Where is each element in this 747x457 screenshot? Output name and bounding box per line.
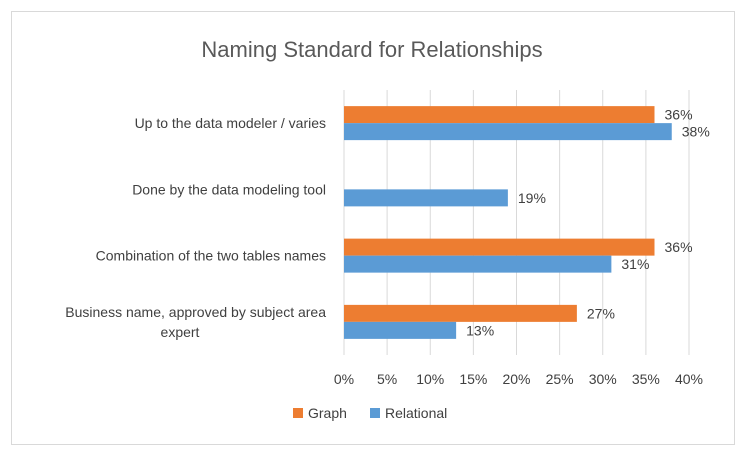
x-tick-label: 5% [377,371,397,387]
x-tick-label: 35% [632,371,660,387]
data-label: 19% [518,190,546,206]
category-label: expert [161,324,200,340]
x-tick-label: 20% [502,371,530,387]
x-tick-label: 15% [459,371,487,387]
bar-graph [344,106,655,124]
bar-relational [344,123,672,141]
bar-graph [344,304,577,322]
x-tick-label: 30% [589,371,617,387]
bar-relational [344,255,612,273]
bar-relational [344,189,508,207]
category-label: Done by the data modeling tool [132,181,326,197]
x-tick-label: 40% [675,371,703,387]
legend-swatch-graph [293,408,303,418]
data-label: 13% [466,322,494,338]
data-labels: 36%38%19%36%31%27%13% [466,107,710,339]
legend: Graph Relational [293,405,447,421]
bars [344,106,672,339]
legend-swatch-relational [370,408,380,418]
data-label: 38% [682,124,710,140]
chart-frame [11,11,735,445]
chart-title: Naming Standard for Relationships [201,37,542,62]
bar-relational [344,321,457,339]
category-label: Business name, approved by subject area [65,304,326,320]
bar-graph [344,238,655,256]
x-tick-label: 25% [546,371,574,387]
category-label: Up to the data modeler / varies [135,115,326,131]
data-label: 36% [665,239,693,255]
data-label: 36% [665,107,693,123]
x-tick-label: 0% [334,371,354,387]
legend-label-relational: Relational [385,405,447,421]
category-labels: Up to the data modeler / varies Done by t… [65,115,326,340]
category-label: Combination of the two tables names [96,248,326,264]
x-axis-ticks: 0% 5% 10% 15% 20% 25% 30% 35% 40% [334,371,703,387]
data-label: 31% [621,256,649,272]
data-label: 27% [587,305,615,321]
x-tick-label: 10% [416,371,444,387]
legend-label-graph: Graph [308,405,347,421]
